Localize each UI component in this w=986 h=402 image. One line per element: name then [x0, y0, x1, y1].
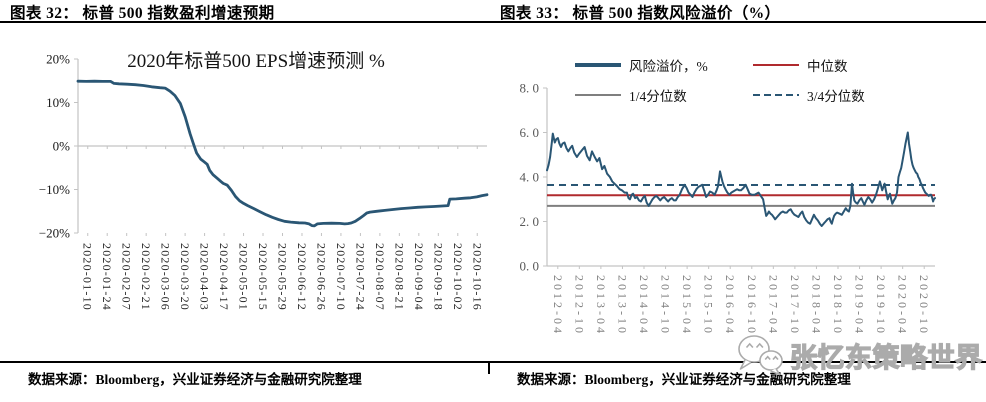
figure-32-title: 图表 32： 标普 500 指数盈利增速预期 — [10, 5, 275, 22]
svg-text:2020-10-02: 2020-10-02 — [451, 243, 465, 311]
svg-text:2020-09-18: 2020-09-18 — [431, 243, 445, 311]
svg-text:2. 0: 2. 0 — [520, 214, 540, 229]
svg-text:−20%: −20% — [39, 226, 70, 241]
svg-text:8. 0: 8. 0 — [520, 81, 540, 96]
svg-text:4. 0: 4. 0 — [520, 170, 540, 185]
legend-label: 1/4分位数 — [629, 89, 687, 104]
svg-text:2020-02-07: 2020-02-07 — [120, 243, 134, 311]
svg-text:2020-04-03: 2020-04-03 — [198, 243, 212, 311]
svg-text:2017-10: 2017-10 — [788, 275, 802, 336]
svg-text:10%: 10% — [46, 95, 70, 110]
risk-premium-chart-canvas: 8. 0 6. 0 4. 0 2. 0 0. 0 2012-04 2012-10 2013-0… — [520, 81, 936, 336]
figure-33-title-underline — [489, 21, 986, 23]
svg-text:2020-01-10: 2020-01-10 — [81, 243, 95, 311]
legend-item-risk-premium: 风险溢价，% — [575, 55, 753, 75]
svg-text:2020-07-24: 2020-07-24 — [353, 243, 367, 311]
figure-33-title: 图表 33： 标普 500 指数风险溢价（%） — [500, 5, 781, 22]
svg-text:2014-04: 2014-04 — [637, 275, 651, 336]
svg-text:2019-04: 2019-04 — [853, 275, 867, 336]
eps-growth-chart-canvas: 20% 10% 0% −10% −20% 2020-01-10 2020-01-24 2020… — [39, 52, 489, 311]
legend-item-median: 中位数 — [753, 55, 865, 75]
column-divider-tick — [488, 361, 490, 374]
figure-33-source-divider — [489, 361, 986, 363]
svg-text:2018-04: 2018-04 — [809, 275, 823, 336]
watermark-text: 张忆东策略世界 — [789, 342, 983, 373]
legend-label: 3/4分位数 — [807, 89, 865, 104]
figure-32-source-text: 数据来源：Bloomberg，兴业证券经济与金融研究院整理 — [28, 372, 362, 387]
svg-text:2013-10: 2013-10 — [615, 275, 629, 336]
figure-33-panel: 图表 33： 标普 500 指数风险溢价（%） 风险溢价，% 中位数 1/4分位… — [488, 0, 986, 402]
figure-32-title-underline — [0, 21, 489, 23]
svg-text:2020-10-16: 2020-10-16 — [470, 243, 484, 311]
svg-text:2020-09-04: 2020-09-04 — [412, 243, 426, 311]
watermark: 张忆东策略世界 — [733, 331, 985, 379]
svg-text:2020-10: 2020-10 — [917, 275, 931, 336]
svg-text:2020-04: 2020-04 — [896, 275, 910, 336]
svg-text:20%: 20% — [46, 52, 70, 67]
svg-text:2017-04: 2017-04 — [766, 275, 780, 336]
svg-text:2020-02-21: 2020-02-21 — [139, 243, 153, 311]
risk-premium-line-swatch — [575, 63, 621, 67]
svg-text:2014-10: 2014-10 — [659, 275, 673, 336]
svg-text:0. 0: 0. 0 — [520, 259, 540, 274]
svg-text:2018-10: 2018-10 — [831, 275, 845, 336]
figure-32-source-divider — [0, 361, 489, 363]
svg-text:2020-08-21: 2020-08-21 — [392, 243, 406, 311]
svg-text:2015-04: 2015-04 — [680, 275, 694, 336]
third-quartile-line-swatch — [753, 93, 799, 97]
svg-text:2020-05-29: 2020-05-29 — [276, 243, 290, 311]
svg-text:2020-03-06: 2020-03-06 — [159, 243, 173, 311]
legend-item-first-quartile: 1/4分位数 — [575, 85, 753, 105]
svg-text:2020-05-01: 2020-05-01 — [237, 243, 251, 311]
svg-text:2019-10: 2019-10 — [874, 275, 888, 336]
svg-text:2013-04: 2013-04 — [594, 275, 608, 336]
svg-text:2012-10: 2012-10 — [572, 275, 586, 336]
svg-text:2020-08-07: 2020-08-07 — [373, 243, 387, 311]
figure-33-source-text: 数据来源：Bloomberg，兴业证券经济与金融研究院整理 — [517, 372, 851, 387]
median-line-swatch — [753, 63, 799, 67]
legend-item-third-quartile: 3/4分位数 — [753, 85, 865, 105]
svg-text:2020-06-26: 2020-06-26 — [314, 243, 328, 311]
svg-text:2020-05-15: 2020-05-15 — [256, 243, 270, 311]
svg-text:6. 0: 6. 0 — [520, 125, 540, 140]
eps-chart-title: 2020年标普500 EPS增速预测 % — [127, 51, 385, 72]
svg-text:−10%: −10% — [39, 182, 70, 197]
figure-32-panel: 图表 32： 标普 500 指数盈利增速预期 2020年标普500 EPS增速预… — [0, 0, 489, 402]
svg-text:2020-04-17: 2020-04-17 — [217, 243, 231, 311]
svg-text:2020-03-20: 2020-03-20 — [178, 243, 192, 311]
svg-text:2015-10: 2015-10 — [702, 275, 716, 336]
svg-text:2020-07-10: 2020-07-10 — [334, 243, 348, 311]
svg-text:2016-10: 2016-10 — [745, 275, 759, 336]
legend-label: 中位数 — [807, 59, 848, 74]
svg-text:0%: 0% — [53, 139, 71, 154]
risk-premium-legend: 风险溢价，% 中位数 1/4分位数 3/4分位数 — [575, 55, 865, 105]
svg-text:2020-01-24: 2020-01-24 — [100, 243, 114, 311]
legend-label: 风险溢价，% — [629, 59, 708, 74]
svg-text:2020-06-12: 2020-06-12 — [295, 243, 309, 311]
svg-text:2016-04: 2016-04 — [723, 275, 737, 336]
wechat-logo-icon — [738, 335, 783, 376]
svg-text:2012-04: 2012-04 — [551, 275, 565, 336]
first-quartile-line-swatch — [575, 93, 621, 97]
